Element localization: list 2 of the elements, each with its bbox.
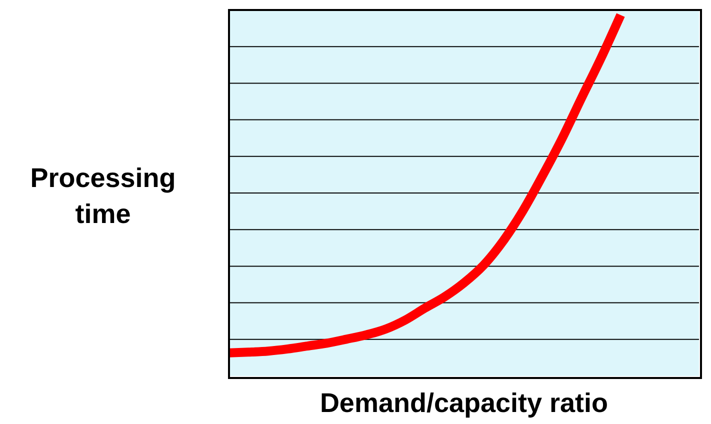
x-axis-title: Demand/capacity ratio [318, 388, 610, 419]
y-axis-title: Processing time [30, 163, 176, 229]
